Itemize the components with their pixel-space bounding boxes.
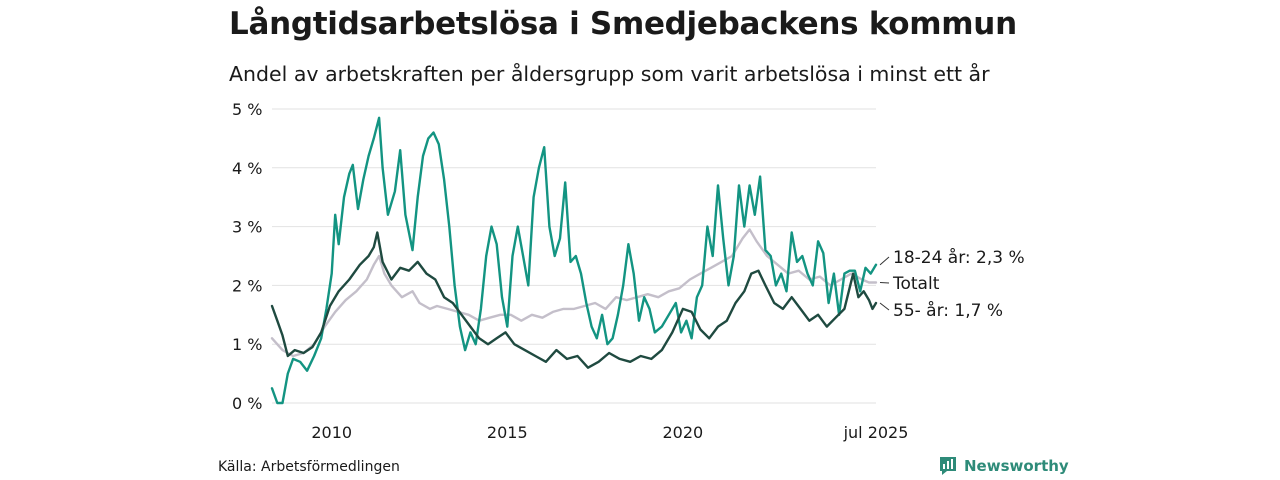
x-tick-label: 2020 [663, 423, 704, 442]
y-tick-label: 3 % [232, 218, 262, 237]
source-note: Källa: Arbetsförmedlingen [218, 459, 400, 475]
x-tick-label: jul 2025 [843, 423, 909, 442]
brand-name: Newsworthy [964, 457, 1069, 475]
y-tick-label: 0 % [232, 394, 262, 413]
x-axis: 2010 2015 2020 jul 2025 [311, 423, 908, 442]
newsworthy-logo-icon [940, 457, 956, 475]
y-tick-label: 4 % [232, 159, 262, 178]
series-line-1 [270, 116, 878, 405]
y-axis: 0 % 1 % 2 % 3 % 4 % 5 % [232, 100, 262, 413]
x-tick-label: 2015 [487, 423, 528, 442]
gridlines [272, 108, 876, 404]
series-line-2 [270, 231, 878, 369]
series-end-labels: Totalt 18-24 år: 2,3 % 55- år: 1,7 % [879, 247, 1025, 321]
x-tick-label: 2010 [311, 423, 352, 442]
y-tick-label: 1 % [232, 335, 262, 354]
series-end-label: 55- år: 1,7 % [893, 300, 1003, 321]
leader-line [879, 281, 890, 284]
chart-title: Långtidsarbetslösa i Smedjebackens kommu… [229, 6, 1017, 42]
leader-line [879, 302, 890, 311]
y-tick-label: 5 % [232, 100, 262, 119]
leader-line [879, 256, 890, 266]
brand-logo: Newsworthy [938, 455, 1069, 477]
series-end-label: 18-24 år: 2,3 % [893, 247, 1025, 268]
y-tick-label: 2 % [232, 276, 262, 295]
series-end-label: Totalt [892, 274, 940, 294]
series-line-0 [270, 228, 878, 358]
chart-subtitle: Andel av arbetskraften per åldersgrupp s… [229, 62, 990, 86]
series-lines [270, 116, 878, 405]
